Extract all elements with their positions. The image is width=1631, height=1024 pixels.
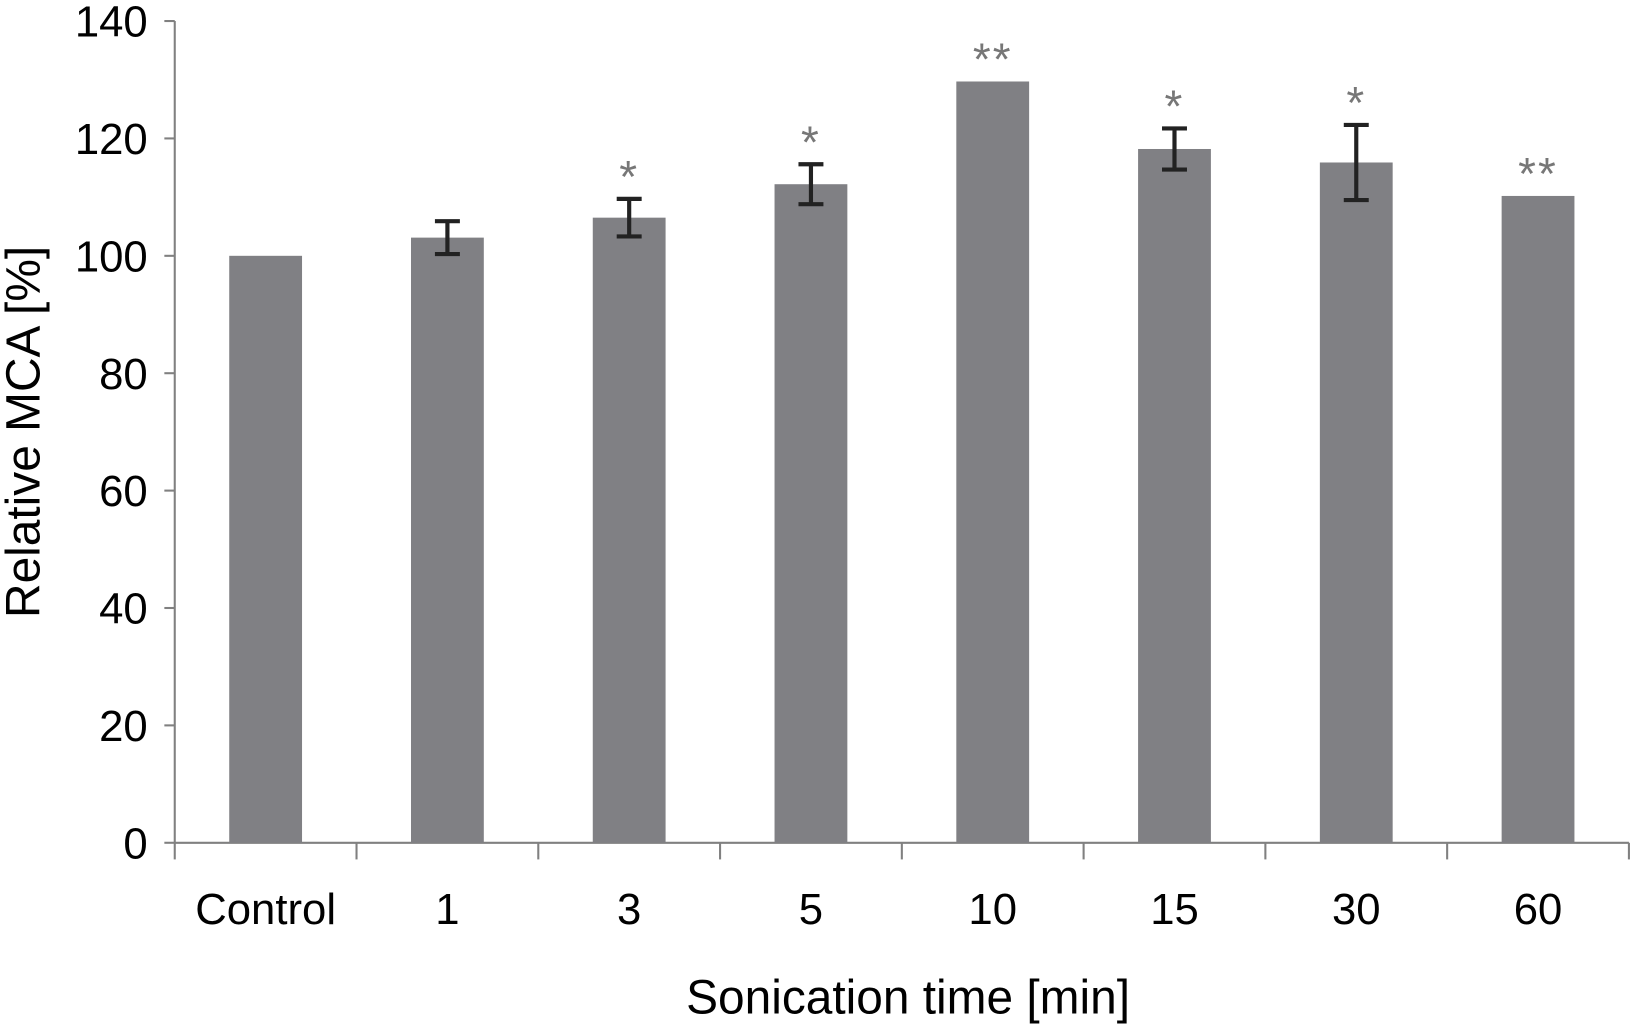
significance-marker: ** <box>973 34 1013 85</box>
bar <box>592 217 666 843</box>
bar <box>956 81 1030 843</box>
x-tick-label: 3 <box>617 885 641 934</box>
significance-marker: * <box>1165 81 1185 132</box>
x-tick-label: 30 <box>1332 885 1381 934</box>
significance-marker: * <box>1346 78 1366 129</box>
y-tick-label: 40 <box>99 585 148 634</box>
y-tick-label: 120 <box>75 115 148 164</box>
bar <box>1319 162 1393 843</box>
x-tick-label: 5 <box>799 885 823 934</box>
y-tick-label: 20 <box>99 702 148 751</box>
significance-marker: * <box>801 117 821 168</box>
bar <box>1138 148 1211 843</box>
x-tick-label: 1 <box>435 885 459 934</box>
y-tick-label: 100 <box>75 232 148 281</box>
bars: ***** *** <box>229 34 1575 843</box>
y-tick-label: 60 <box>99 467 148 516</box>
bar <box>1501 195 1575 843</box>
x-tick-label: 10 <box>968 885 1017 934</box>
bar <box>229 255 303 843</box>
error-bar <box>434 219 460 257</box>
y-tick-label: 0 <box>123 819 147 868</box>
y-axis: 0 20 40 60 80 100 120 140 <box>75 0 176 868</box>
y-tick-label: 140 <box>75 0 148 47</box>
error-bar <box>616 196 642 239</box>
significance-marker: ** <box>1518 149 1558 200</box>
error-bar <box>1343 122 1369 203</box>
bar <box>411 237 484 843</box>
error-bar <box>1162 126 1187 172</box>
x-tick-label: 15 <box>1150 885 1199 934</box>
y-axis-label: Relative MCA [%] <box>0 246 51 618</box>
error-bar <box>798 162 824 207</box>
x-axis: Control 1 3 5 10 15 30 60 <box>173 841 1630 934</box>
x-axis-label: Sonication time [min] <box>686 971 1130 1024</box>
y-tick-label: 80 <box>99 350 148 399</box>
bar <box>774 184 848 843</box>
x-tick-label: Control <box>195 885 336 934</box>
significance-marker: * <box>619 152 639 203</box>
x-tick-label: 60 <box>1514 885 1563 934</box>
